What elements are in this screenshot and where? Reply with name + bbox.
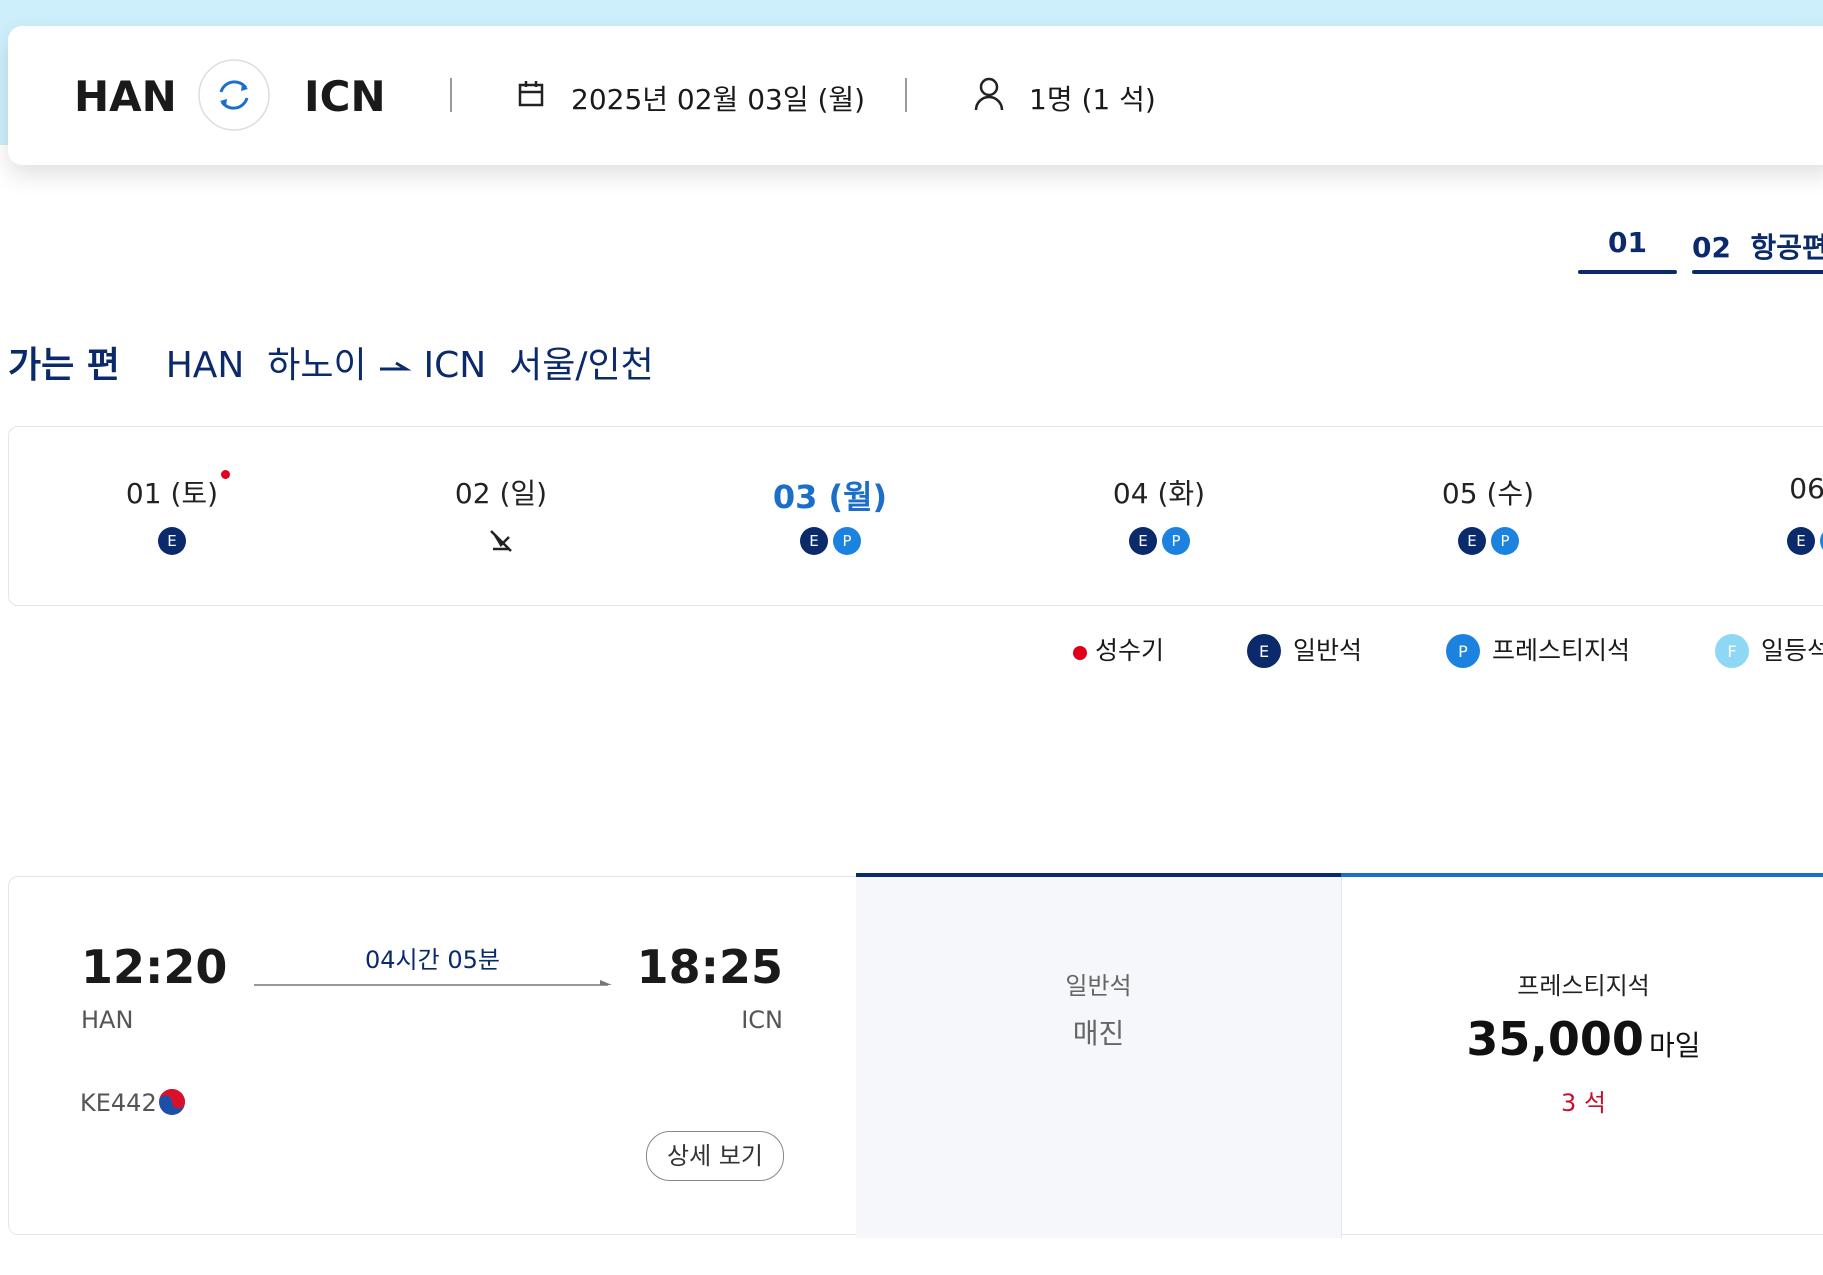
origin[interactable]: HAN bbox=[74, 72, 177, 121]
arrival-airport: ICN bbox=[741, 1006, 783, 1034]
top-band bbox=[0, 0, 1823, 26]
date-label: 05 (수) bbox=[1441, 477, 1535, 510]
route-dest-code: ICN bbox=[423, 345, 487, 386]
fare-economy[interactable] bbox=[856, 873, 1342, 1238]
date-cell[interactable] bbox=[1338, 440, 1638, 590]
fare-class: 프레스티지석 bbox=[1517, 972, 1650, 1000]
passengers[interactable]: 1명 (1 석) bbox=[1029, 83, 1156, 116]
date-cell[interactable] bbox=[351, 440, 651, 590]
legend-label: 프레스티지석 bbox=[1492, 636, 1631, 665]
legend-badge: P bbox=[1446, 634, 1480, 668]
legend-badge: E bbox=[1247, 634, 1281, 668]
date-label: 04 (화) bbox=[1112, 477, 1206, 510]
route-label: 가는 편 bbox=[8, 345, 120, 386]
class-badge: P bbox=[1491, 527, 1519, 555]
duration: 04시간 05분 bbox=[365, 946, 500, 974]
peak-dot bbox=[221, 470, 230, 479]
date-label: 01 (토) bbox=[125, 477, 219, 510]
step-label: 항공편 bbox=[1750, 231, 1823, 264]
legend-label: 일반석 bbox=[1293, 636, 1363, 665]
person-icon bbox=[974, 77, 1004, 111]
route-origin-code: HAN bbox=[165, 345, 245, 386]
class-badge: E bbox=[1458, 527, 1486, 555]
departure-airport: HAN bbox=[81, 1006, 134, 1034]
fare-prestige[interactable] bbox=[1341, 873, 1823, 1238]
no-flight-icon bbox=[490, 530, 512, 552]
step[interactable]: 01 bbox=[1608, 226, 1647, 259]
fare-seats: 3 석 bbox=[1561, 1089, 1606, 1117]
arrival-time: 18:25 bbox=[636, 940, 783, 994]
fare-miles: 35,000 bbox=[1466, 1012, 1644, 1066]
fare-unit: 마일 bbox=[1649, 1029, 1701, 1062]
step[interactable]: 02 항공편 bbox=[1692, 226, 1823, 266]
date-cell[interactable] bbox=[1667, 440, 1823, 590]
fare-price: 35,000 마일 bbox=[1341, 1012, 1823, 1066]
duration-arrow bbox=[254, 980, 612, 986]
route-origin-city: 하노이 bbox=[267, 345, 367, 386]
class-badge: P bbox=[833, 527, 861, 555]
date-cell[interactable] bbox=[22, 440, 322, 590]
flight-number: KE442 bbox=[80, 1089, 157, 1117]
legend-badge: F bbox=[1715, 634, 1749, 668]
separator bbox=[450, 78, 452, 112]
date-label: 03 (월) bbox=[772, 478, 888, 516]
airline-logo bbox=[159, 1089, 185, 1115]
date-strip bbox=[8, 426, 1823, 606]
class-badge: P bbox=[1820, 527, 1823, 555]
class-badge: E bbox=[1787, 527, 1815, 555]
step-underline bbox=[1578, 270, 1677, 274]
date-cell[interactable] bbox=[1009, 440, 1309, 590]
fare-status: 매진 bbox=[1072, 1017, 1125, 1050]
date-label: 02 (일) bbox=[454, 477, 548, 510]
legend-label: 일등석 bbox=[1761, 636, 1823, 665]
route-dest-city: 서울/인천 bbox=[509, 345, 654, 386]
step-number: 02 bbox=[1692, 231, 1731, 264]
legend-label: 성수기 bbox=[1095, 636, 1165, 665]
class-badge: E bbox=[800, 527, 828, 555]
swap-button[interactable] bbox=[197, 58, 271, 132]
fare-class: 일반석 bbox=[1065, 972, 1132, 1000]
detail-button[interactable]: 상세 보기 bbox=[646, 1131, 784, 1181]
route-arrow bbox=[380, 361, 412, 371]
calendar-icon bbox=[518, 81, 544, 107]
departure-time: 12:20 bbox=[81, 940, 228, 994]
legend-dot bbox=[1073, 646, 1087, 660]
route-title: 가는 편 HAN 하노이 ICN 서울/인천 bbox=[8, 336, 654, 388]
destination[interactable]: ICN bbox=[304, 72, 386, 121]
class-badge: E bbox=[1129, 527, 1157, 555]
separator bbox=[905, 78, 907, 112]
date[interactable]: 2025년 02월 03일 (월) bbox=[571, 83, 866, 116]
search-bar[interactable] bbox=[8, 26, 1823, 165]
class-badge: P bbox=[1162, 527, 1190, 555]
step-underline bbox=[1692, 270, 1823, 274]
date-label: 06 ( bbox=[1789, 472, 1823, 505]
class-badge: E bbox=[158, 527, 186, 555]
